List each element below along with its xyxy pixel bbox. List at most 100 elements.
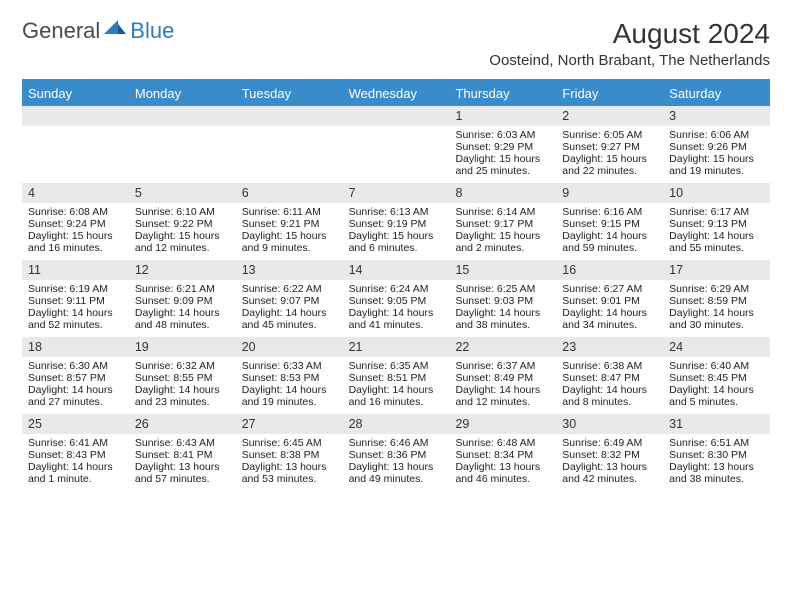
logo-text-blue: Blue [130,18,174,44]
day-cell: Sunrise: 6:17 AMSunset: 9:13 PMDaylight:… [663,203,770,260]
day-cell: Sunrise: 6:35 AMSunset: 8:51 PMDaylight:… [343,357,450,414]
day-number-row: 11121314151617 [22,260,770,280]
daylight-text: Daylight: 13 hours and 38 minutes. [669,461,764,485]
sunrise-text: Sunrise: 6:45 AM [242,437,337,449]
sunrise-text: Sunrise: 6:14 AM [455,206,550,218]
daylight-text: Daylight: 15 hours and 6 minutes. [349,230,444,254]
sunrise-text: Sunrise: 6:32 AM [135,360,230,372]
daylight-text: Daylight: 14 hours and 1 minute. [28,461,123,485]
daylight-text: Daylight: 13 hours and 42 minutes. [562,461,657,485]
weekday-header: Sunday [22,81,129,106]
day-cell: Sunrise: 6:51 AMSunset: 8:30 PMDaylight:… [663,434,770,491]
sunset-text: Sunset: 9:01 PM [562,295,657,307]
daylight-text: Daylight: 14 hours and 45 minutes. [242,307,337,331]
day-number [343,106,450,126]
sunrise-text: Sunrise: 6:22 AM [242,283,337,295]
day-number: 14 [343,260,450,280]
day-number: 3 [663,106,770,126]
sunset-text: Sunset: 9:24 PM [28,218,123,230]
sunset-text: Sunset: 8:43 PM [28,449,123,461]
day-number-row: 18192021222324 [22,337,770,357]
sunrise-text: Sunrise: 6:46 AM [349,437,444,449]
sunset-text: Sunset: 9:22 PM [135,218,230,230]
day-cell: Sunrise: 6:40 AMSunset: 8:45 PMDaylight:… [663,357,770,414]
day-number: 5 [129,183,236,203]
sunset-text: Sunset: 8:32 PM [562,449,657,461]
sunset-text: Sunset: 9:07 PM [242,295,337,307]
sunrise-text: Sunrise: 6:24 AM [349,283,444,295]
daylight-text: Daylight: 14 hours and 8 minutes. [562,384,657,408]
day-cell: Sunrise: 6:32 AMSunset: 8:55 PMDaylight:… [129,357,236,414]
daylight-text: Daylight: 13 hours and 49 minutes. [349,461,444,485]
day-cell: Sunrise: 6:05 AMSunset: 9:27 PMDaylight:… [556,126,663,183]
day-number: 6 [236,183,343,203]
sunset-text: Sunset: 8:34 PM [455,449,550,461]
day-number: 26 [129,414,236,434]
sunrise-text: Sunrise: 6:17 AM [669,206,764,218]
day-cell: Sunrise: 6:11 AMSunset: 9:21 PMDaylight:… [236,203,343,260]
sunrise-text: Sunrise: 6:48 AM [455,437,550,449]
day-cell: Sunrise: 6:46 AMSunset: 8:36 PMDaylight:… [343,434,450,491]
sunset-text: Sunset: 9:13 PM [669,218,764,230]
daylight-text: Daylight: 14 hours and 23 minutes. [135,384,230,408]
sunset-text: Sunset: 8:45 PM [669,372,764,384]
sunrise-text: Sunrise: 6:30 AM [28,360,123,372]
weekday-header: Friday [556,81,663,106]
daylight-text: Daylight: 14 hours and 38 minutes. [455,307,550,331]
sunset-text: Sunset: 9:21 PM [242,218,337,230]
day-number: 2 [556,106,663,126]
daylight-text: Daylight: 14 hours and 55 minutes. [669,230,764,254]
daylight-text: Daylight: 14 hours and 52 minutes. [28,307,123,331]
daylight-text: Daylight: 15 hours and 12 minutes. [135,230,230,254]
day-number: 24 [663,337,770,357]
weekday-header: Thursday [449,81,556,106]
daylight-text: Daylight: 14 hours and 48 minutes. [135,307,230,331]
sunrise-text: Sunrise: 6:29 AM [669,283,764,295]
sunset-text: Sunset: 9:05 PM [349,295,444,307]
day-cell: Sunrise: 6:37 AMSunset: 8:49 PMDaylight:… [449,357,556,414]
day-cell: Sunrise: 6:19 AMSunset: 9:11 PMDaylight:… [22,280,129,337]
weekday-header: Wednesday [343,81,450,106]
sunrise-text: Sunrise: 6:43 AM [135,437,230,449]
day-number: 10 [663,183,770,203]
sunrise-text: Sunrise: 6:03 AM [455,129,550,141]
day-number: 31 [663,414,770,434]
day-cell [22,126,129,183]
sunrise-text: Sunrise: 6:27 AM [562,283,657,295]
day-number: 29 [449,414,556,434]
location-text: Oosteind, North Brabant, The Netherlands [489,52,770,69]
sunset-text: Sunset: 8:51 PM [349,372,444,384]
sunset-text: Sunset: 8:57 PM [28,372,123,384]
day-number: 25 [22,414,129,434]
daylight-text: Daylight: 15 hours and 22 minutes. [562,153,657,177]
sunrise-text: Sunrise: 6:25 AM [455,283,550,295]
sunrise-text: Sunrise: 6:08 AM [28,206,123,218]
day-body-row: Sunrise: 6:41 AMSunset: 8:43 PMDaylight:… [22,434,770,491]
day-number: 8 [449,183,556,203]
day-number: 1 [449,106,556,126]
sunset-text: Sunset: 8:47 PM [562,372,657,384]
day-number: 19 [129,337,236,357]
day-cell: Sunrise: 6:16 AMSunset: 9:15 PMDaylight:… [556,203,663,260]
day-cell: Sunrise: 6:03 AMSunset: 9:29 PMDaylight:… [449,126,556,183]
day-body-row: Sunrise: 6:03 AMSunset: 9:29 PMDaylight:… [22,126,770,183]
day-number [236,106,343,126]
day-cell: Sunrise: 6:29 AMSunset: 8:59 PMDaylight:… [663,280,770,337]
weekday-header: Monday [129,81,236,106]
day-cell: Sunrise: 6:43 AMSunset: 8:41 PMDaylight:… [129,434,236,491]
sunset-text: Sunset: 9:26 PM [669,141,764,153]
sunrise-text: Sunrise: 6:21 AM [135,283,230,295]
day-cell: Sunrise: 6:24 AMSunset: 9:05 PMDaylight:… [343,280,450,337]
sunrise-text: Sunrise: 6:49 AM [562,437,657,449]
day-cell: Sunrise: 6:49 AMSunset: 8:32 PMDaylight:… [556,434,663,491]
day-number: 4 [22,183,129,203]
sunset-text: Sunset: 8:49 PM [455,372,550,384]
day-number: 9 [556,183,663,203]
day-number: 18 [22,337,129,357]
sunrise-text: Sunrise: 6:06 AM [669,129,764,141]
logo: General Blue [22,18,174,44]
sunset-text: Sunset: 9:09 PM [135,295,230,307]
sunrise-text: Sunrise: 6:51 AM [669,437,764,449]
day-number: 21 [343,337,450,357]
day-cell: Sunrise: 6:22 AMSunset: 9:07 PMDaylight:… [236,280,343,337]
